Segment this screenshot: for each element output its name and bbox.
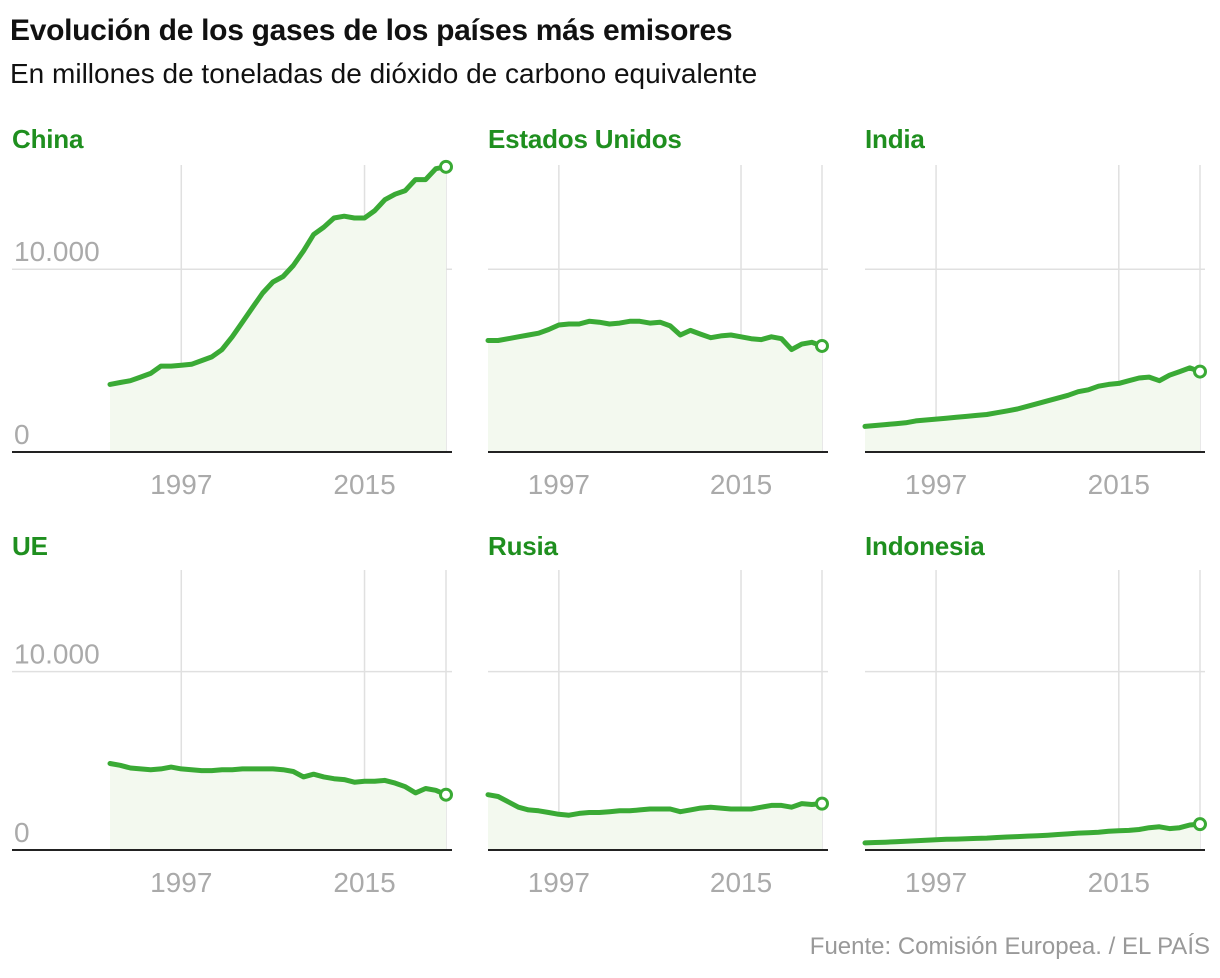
indonesia-series-line xyxy=(862,821,1203,846)
ue-xtick-label-1997: 1997 xyxy=(150,867,212,898)
china-xtick-label-2015: 2015 xyxy=(333,469,395,500)
india-area xyxy=(865,367,1200,452)
chart-subtitle: En millones de toneladas de dióxido de c… xyxy=(10,58,758,89)
rusia-xtick-label-1997: 1997 xyxy=(528,867,590,898)
ue-area xyxy=(110,763,446,850)
indonesia-xtick-label-2015: 2015 xyxy=(1088,867,1150,898)
rusia-endpoint-marker xyxy=(815,796,829,811)
panel-title-china: China xyxy=(12,124,84,154)
china-xtick-label-1997: 1997 xyxy=(150,469,212,500)
ue-ytick-label-1: 10.000 xyxy=(14,639,100,670)
panel-title-india: India xyxy=(865,124,925,154)
rusia-xtick-label-2015: 2015 xyxy=(710,867,772,898)
ue-xtick-label-2015: 2015 xyxy=(333,867,395,898)
source-credit: Fuente: Comisión Europea. / EL PAÍS xyxy=(809,933,1210,960)
china-series-line xyxy=(107,164,449,387)
panel-title-ue: UE xyxy=(12,531,48,561)
india-xtick-label-2015: 2015 xyxy=(1088,469,1150,500)
indonesia-endpoint-marker xyxy=(1193,817,1207,832)
ue-endpoint-marker xyxy=(439,787,453,802)
panel-title-indonesia: Indonesia xyxy=(865,531,985,561)
estados-unidos-xtick-label-1997: 1997 xyxy=(528,469,590,500)
rusia-area xyxy=(488,794,822,850)
panel-title-estados-unidos: Estados Unidos xyxy=(488,124,682,154)
india-xtick-label-1997: 1997 xyxy=(905,469,967,500)
china-endpoint-marker xyxy=(439,159,453,174)
indonesia-xtick-label-1997: 1997 xyxy=(905,867,967,898)
china-area xyxy=(110,166,446,453)
india-endpoint-marker xyxy=(1193,364,1207,379)
ue-ytick-label-0: 0 xyxy=(14,817,30,848)
china-ytick-label-1: 10.000 xyxy=(14,236,100,267)
estados-unidos-xtick-label-2015: 2015 xyxy=(710,469,772,500)
ue-series-line xyxy=(107,761,449,798)
estados-unidos-series-line xyxy=(485,318,825,353)
estados-unidos-endpoint-marker xyxy=(815,338,829,353)
estados-unidos-area xyxy=(488,321,822,452)
china-ytick-label-0: 0 xyxy=(14,419,30,450)
panel-title-rusia: Rusia xyxy=(488,531,558,561)
rusia-series-line xyxy=(485,792,825,818)
chart-title: Evolución de los gases de los países más… xyxy=(10,14,733,47)
india-series-line xyxy=(862,365,1203,429)
